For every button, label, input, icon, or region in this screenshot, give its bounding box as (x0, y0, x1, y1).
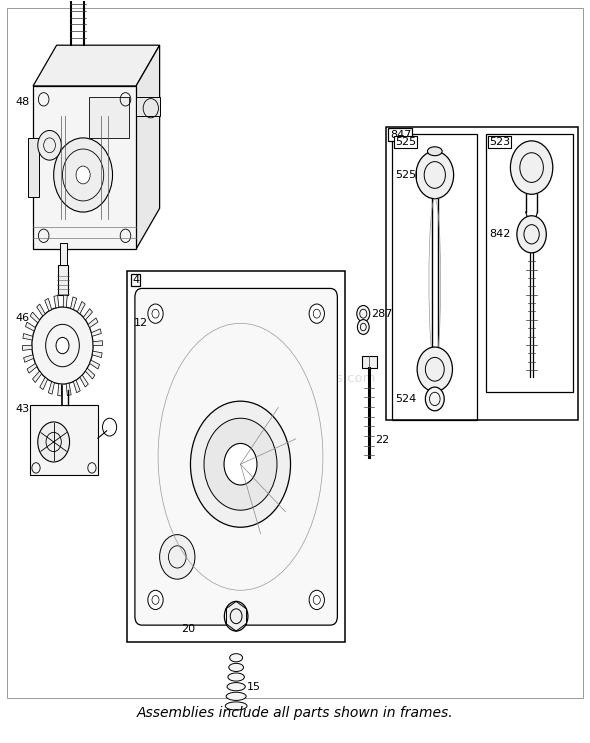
Text: 48: 48 (15, 97, 30, 107)
Circle shape (224, 601, 248, 631)
Text: 847: 847 (390, 130, 411, 140)
Circle shape (357, 305, 370, 322)
Ellipse shape (228, 673, 244, 681)
Polygon shape (77, 302, 85, 314)
Bar (136, 97, 160, 116)
Polygon shape (66, 383, 71, 395)
Polygon shape (58, 384, 62, 396)
Ellipse shape (428, 388, 441, 395)
Polygon shape (136, 45, 160, 249)
Circle shape (417, 347, 453, 392)
Polygon shape (40, 377, 48, 389)
Polygon shape (86, 369, 95, 379)
Bar (58, 265, 68, 295)
Circle shape (517, 215, 546, 253)
Text: 15: 15 (247, 681, 261, 692)
Circle shape (425, 387, 444, 411)
Polygon shape (63, 295, 67, 308)
Circle shape (56, 337, 69, 354)
Text: 525: 525 (395, 170, 416, 180)
Text: 4: 4 (132, 275, 139, 285)
Bar (392, 134, 477, 420)
Circle shape (191, 401, 290, 528)
Circle shape (416, 152, 454, 198)
Text: 43: 43 (15, 403, 30, 414)
Polygon shape (24, 354, 34, 363)
Polygon shape (92, 351, 102, 357)
Circle shape (204, 418, 277, 510)
Circle shape (160, 535, 195, 579)
Circle shape (510, 141, 553, 194)
Polygon shape (32, 371, 42, 383)
Polygon shape (22, 345, 32, 351)
Text: 523: 523 (489, 137, 510, 147)
Bar (362, 356, 377, 368)
Polygon shape (91, 329, 101, 337)
Text: 12: 12 (135, 318, 149, 328)
Bar (30, 405, 98, 476)
Polygon shape (80, 375, 88, 387)
Bar (89, 97, 129, 138)
Circle shape (309, 304, 325, 323)
Polygon shape (88, 318, 98, 328)
Text: eReplacementParts.com: eReplacementParts.com (214, 372, 376, 386)
Text: 22: 22 (375, 435, 389, 445)
Polygon shape (45, 299, 52, 311)
Ellipse shape (230, 654, 242, 662)
Polygon shape (73, 380, 80, 393)
Bar (60, 243, 67, 265)
Circle shape (224, 444, 257, 485)
Text: Assemblies include all parts shown in frames.: Assemblies include all parts shown in fr… (137, 706, 453, 720)
Bar (28, 138, 39, 197)
Circle shape (54, 138, 113, 212)
Polygon shape (83, 308, 93, 320)
Polygon shape (25, 322, 35, 331)
Ellipse shape (427, 147, 442, 156)
Bar (33, 86, 136, 249)
Circle shape (76, 166, 90, 184)
Circle shape (38, 422, 70, 462)
Polygon shape (33, 45, 160, 86)
Bar (386, 127, 578, 420)
Circle shape (38, 131, 61, 160)
Text: 524: 524 (395, 394, 417, 404)
Circle shape (32, 307, 93, 384)
Bar (486, 134, 573, 392)
Polygon shape (37, 304, 45, 316)
Polygon shape (93, 341, 103, 345)
Ellipse shape (227, 683, 245, 691)
Ellipse shape (229, 663, 244, 672)
Ellipse shape (226, 692, 246, 701)
Polygon shape (30, 312, 40, 323)
Polygon shape (54, 296, 59, 308)
Text: 525: 525 (395, 137, 416, 147)
Text: 287: 287 (371, 308, 392, 319)
FancyBboxPatch shape (135, 288, 337, 625)
Circle shape (148, 304, 163, 323)
Bar (127, 271, 345, 642)
Polygon shape (90, 360, 100, 369)
Text: 20: 20 (181, 624, 195, 634)
Ellipse shape (225, 702, 247, 710)
Circle shape (309, 590, 325, 609)
Text: 842: 842 (489, 230, 510, 239)
Circle shape (358, 319, 369, 334)
Text: 46: 46 (15, 313, 30, 323)
Circle shape (148, 590, 163, 609)
Polygon shape (23, 334, 33, 340)
Polygon shape (27, 363, 37, 373)
Polygon shape (48, 382, 54, 395)
Polygon shape (71, 297, 77, 310)
